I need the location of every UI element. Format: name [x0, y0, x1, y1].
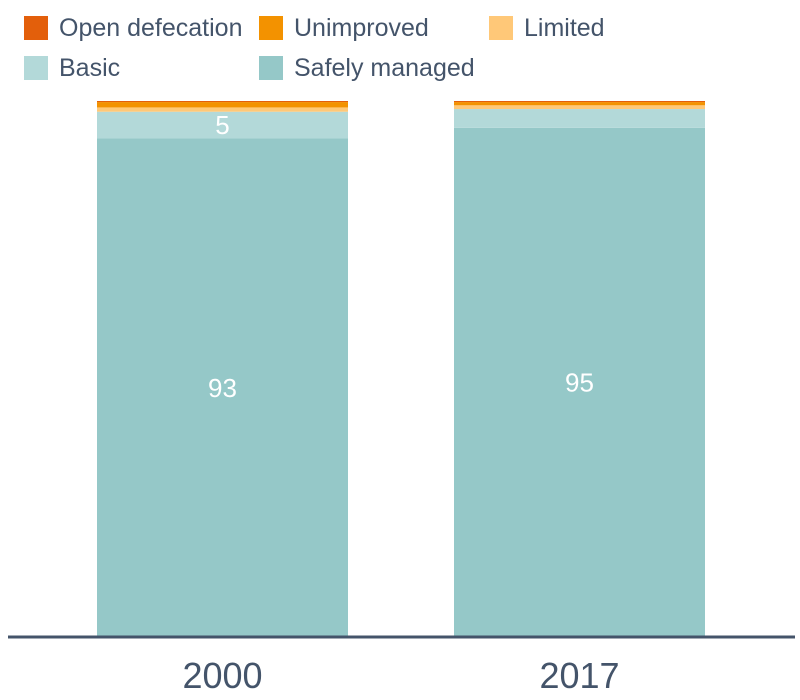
bar-segment-unimproved-2017 — [454, 102, 705, 106]
legend-label-basic: Basic — [59, 54, 120, 82]
legend-item-basic: Basic — [24, 54, 120, 82]
legend: Open defecation Unimproved Limited Basic Saf… — [24, 14, 605, 82]
x-tick-label-2017: 2017 — [539, 655, 619, 696]
legend-label-safely-managed: Safely managed — [294, 54, 475, 82]
legend-item-limited: Limited — [489, 14, 605, 42]
legend-swatch-limited — [489, 16, 513, 40]
bar-segment-safely-managed-2017 — [454, 127, 705, 638]
bar-segment-basic-2000 — [97, 111, 348, 139]
data-label-safely-managed-2017: 95 — [565, 367, 594, 397]
bar-segment-unimproved-2000 — [97, 102, 348, 108]
bars — [97, 101, 705, 638]
legend-label-unimproved: Unimproved — [294, 14, 429, 42]
legend-swatch-basic — [24, 56, 48, 80]
legend-swatch-open-defecation — [24, 16, 48, 40]
bar-segment-limited-2017 — [454, 105, 705, 110]
legend-swatch-safely-managed — [259, 56, 283, 80]
legend-item-safely-managed: Safely managed — [259, 54, 475, 82]
bar-segment-safely-managed-2000 — [97, 138, 348, 637]
data-label-safely-managed-2000: 93 — [208, 373, 237, 403]
legend-label-open-defecation: Open defecation — [59, 14, 242, 42]
bar-segment-limited-2000 — [97, 107, 348, 112]
legend-item-unimproved: Unimproved — [259, 14, 429, 42]
legend-item-open-defecation: Open defecation — [24, 14, 242, 42]
bar-segment-basic-2017 — [454, 109, 705, 128]
legend-swatch-unimproved — [259, 16, 283, 40]
legend-label-limited: Limited — [524, 14, 605, 42]
bar-segment-open-defecation-2017 — [454, 101, 705, 103]
data-labels: 93 5 95 — [208, 110, 594, 403]
data-label-basic-2000: 5 — [215, 110, 229, 140]
x-tick-label-2000: 2000 — [182, 655, 262, 696]
bar-segment-open-defecation-2000 — [97, 101, 348, 103]
x-tick-labels: 2000 2017 — [182, 655, 619, 696]
